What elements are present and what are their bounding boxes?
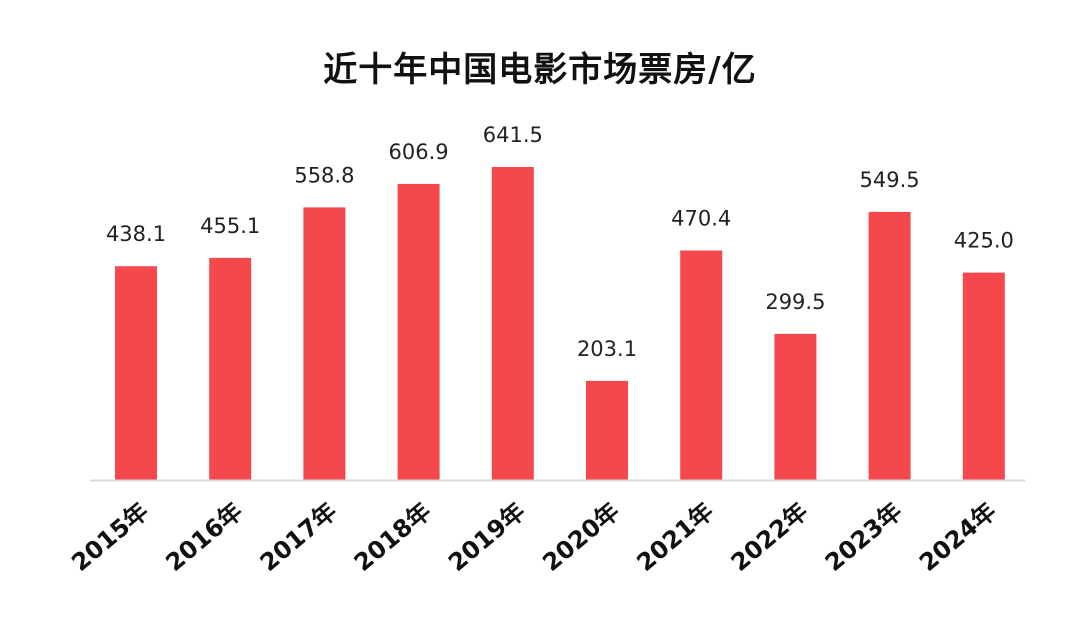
- bar-value-label: 299.5: [765, 290, 825, 314]
- bar-2023年: [868, 211, 911, 480]
- x-tick-label: 2021年: [632, 497, 720, 577]
- x-tick-label: 2017年: [255, 497, 343, 577]
- x-tick-label: 2018年: [349, 497, 437, 577]
- bar-2021年: [680, 250, 723, 480]
- bar-value-label: 558.8: [294, 163, 354, 187]
- bar-value-label: 203.1: [577, 337, 637, 361]
- bar-value-label: 425.0: [954, 229, 1014, 253]
- value-labels-group: 438.1 455.1 558.8 606.9 641.5 203.1 470.4 299.5…: [106, 123, 1014, 361]
- chart-title: 近十年中国电影市场票房/亿: [323, 50, 757, 90]
- bar-value-label: 549.5: [860, 168, 920, 192]
- bar-2020年: [586, 380, 628, 480]
- bar-2015年: [115, 266, 157, 480]
- x-tick-label: 2024年: [914, 497, 1002, 577]
- bar-value-label: 606.9: [389, 140, 449, 164]
- bar-value-label: 438.1: [106, 222, 166, 246]
- bar-value-label: 455.1: [200, 214, 260, 238]
- bar-2019年: [491, 167, 534, 480]
- x-tick-label: 2019年: [443, 497, 531, 577]
- x-tick-labels-group: 2015年 2016年 2017年 2018年 2019年 2020年 2021年 2022年…: [66, 497, 1001, 577]
- x-tick-label: 2020年: [537, 497, 625, 577]
- bar-value-label: 641.5: [483, 123, 543, 147]
- x-tick-label: 2022年: [726, 497, 814, 577]
- bar-2017年: [303, 207, 346, 480]
- bar-2024年: [962, 272, 1005, 480]
- bar-2018年: [397, 183, 440, 480]
- x-tick-label: 2015年: [66, 497, 154, 577]
- bars-group: [115, 167, 1005, 480]
- x-tick-label: 2023年: [820, 497, 908, 577]
- bar-value-label: 470.4: [671, 207, 731, 231]
- x-tick-label: 2016年: [161, 497, 249, 577]
- bar-2022年: [774, 333, 817, 480]
- bar-2016年: [209, 257, 252, 480]
